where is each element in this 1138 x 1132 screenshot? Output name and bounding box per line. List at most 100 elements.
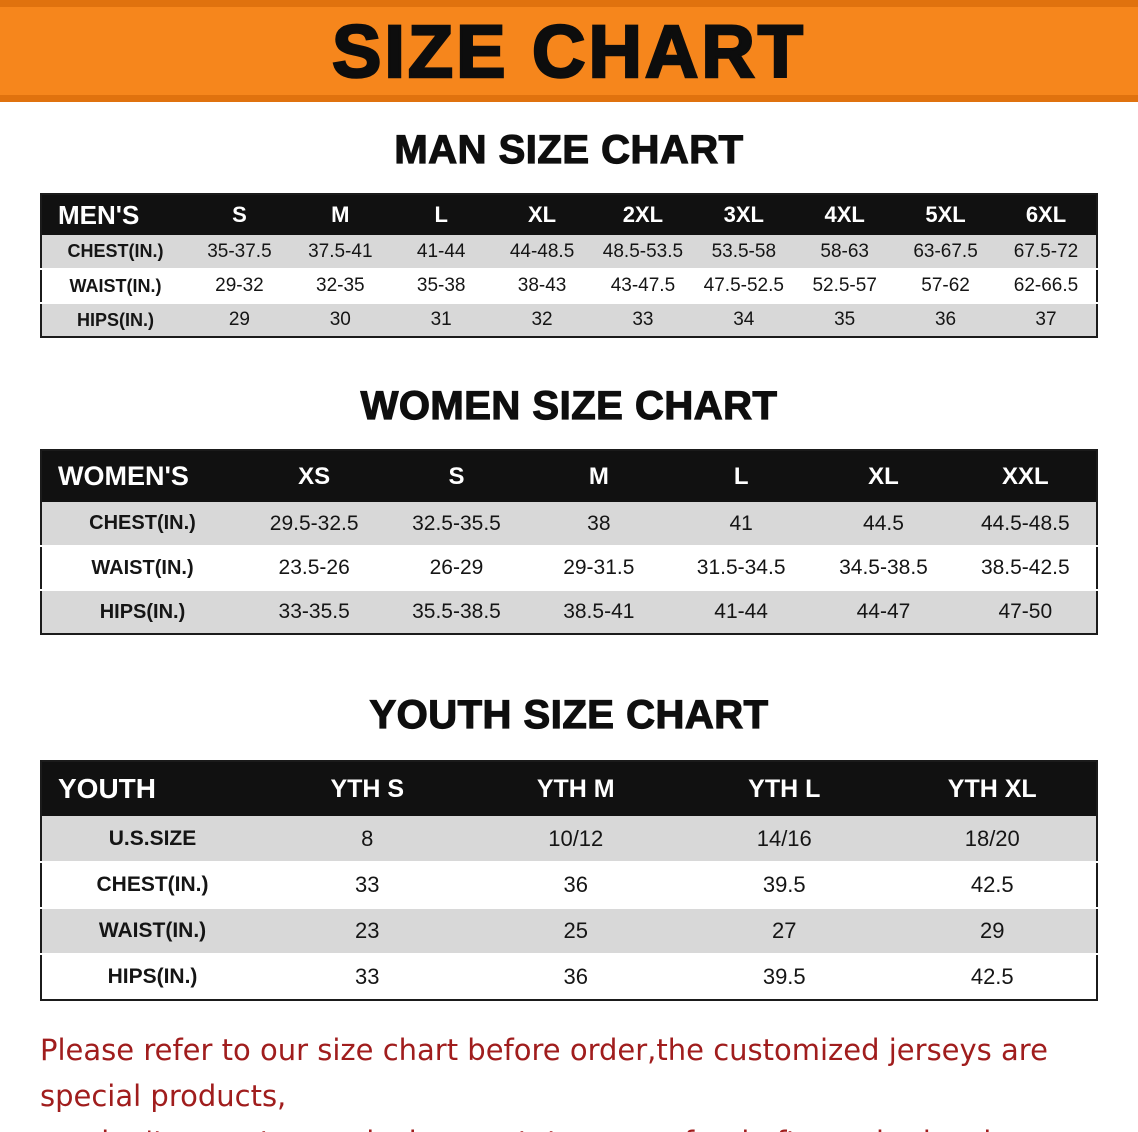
table-row: CHEST(IN.) 35-37.5 37.5-41 41-44 44-48.5 48.5… (41, 235, 1097, 269)
header-row: YOUTH YTH S YTH M YTH L YTH XL (41, 761, 1097, 816)
size-value-cell: 48.5-53.5 (602, 240, 684, 262)
size-column-header: 5XL (895, 194, 996, 235)
size-value-cell: 29-31.5 (563, 556, 635, 579)
header-row: WOMEN'S XS S M L XL XXL (41, 450, 1097, 502)
row-label-cell: CHEST(IN.) (89, 512, 196, 534)
size-value-cell: 33-35.5 (278, 600, 350, 623)
notice-line-2: we don't accept cancel, change, teturn o… (40, 1119, 1098, 1132)
size-value-cell: 43-47.5 (610, 275, 676, 296)
size-value-cell: 36 (563, 964, 588, 989)
youth-size-section: YOUTH SIZE CHART YOUTH YTH S YTH M YTH L YTH… (0, 692, 1138, 1001)
size-value-cell: 58-63 (820, 240, 869, 262)
size-column-header: XS (243, 450, 386, 502)
size-value-cell: 35.5-38.5 (412, 600, 501, 623)
table-corner-header: MEN'S (41, 194, 189, 235)
notice-line-1: Please refer to our size chart before or… (40, 1033, 1048, 1113)
men-size-section: MAN SIZE CHART MEN'S S M L XL 2XL 3XL 4XL 5XL 6XL… (0, 127, 1138, 338)
size-value-cell: 14/16 (756, 825, 812, 851)
row-label-cell: CHEST(IN.) (67, 241, 164, 261)
order-notice: Please refer to our size chart before or… (40, 1027, 1098, 1132)
size-value-cell: 52.5-57 (812, 275, 877, 296)
size-value-cell: 32 (531, 309, 553, 330)
size-value-cell: 44-47 (856, 600, 911, 623)
size-value-cell: 41-44 (416, 240, 466, 262)
size-value-cell: 38-43 (517, 275, 567, 296)
size-value-cell: 34.5-38.5 (839, 556, 928, 579)
size-value-cell: 33 (632, 309, 654, 330)
size-column-header: M (527, 450, 670, 502)
size-column-header: YTH M (471, 761, 680, 816)
size-column-header: 2XL (592, 194, 694, 235)
size-value-cell: 42.5 (970, 872, 1014, 897)
size-column-header: S (189, 194, 290, 235)
row-label-cell: CHEST(IN.) (96, 873, 209, 896)
size-value-cell: 38.5-41 (563, 600, 635, 623)
size-value-cell: 35 (834, 309, 856, 330)
table-row: CHEST(IN.) 29.5-32.5 32.5-35.5 38 41 44.5 44.5… (41, 502, 1097, 546)
size-column-header: 6XL (996, 194, 1097, 235)
size-value-cell: 62-66.5 (1013, 275, 1079, 296)
size-value-cell: 23.5-26 (278, 556, 350, 579)
size-value-cell: 39.5 (762, 872, 806, 897)
size-column-header: YTH S (263, 761, 472, 816)
size-value-cell: 26-29 (429, 556, 484, 579)
size-column-header: L (390, 194, 492, 235)
size-column-header: S (385, 450, 528, 502)
size-value-cell: 63-67.5 (913, 240, 978, 262)
men-section-heading: MAN SIZE CHART (394, 127, 744, 172)
size-column-header: M (289, 194, 391, 235)
size-column-header: XL (491, 194, 593, 235)
size-value-cell: 29-32 (215, 275, 264, 296)
row-label-cell: HIPS(IN.) (99, 600, 186, 623)
size-value-cell: 67.5-72 (1013, 240, 1079, 262)
size-column-header: XL (812, 450, 955, 502)
size-value-cell: 38.5-42.5 (980, 556, 1070, 579)
size-value-cell: 33 (355, 964, 380, 989)
youth-section-heading: YOUTH SIZE CHART (369, 692, 769, 737)
table-row: CHEST(IN.) 33 36 39.5 42.5 (41, 862, 1097, 908)
size-value-cell: 44-48.5 (509, 240, 575, 262)
size-value-cell: 36 (563, 872, 588, 897)
size-value-cell: 44.5 (863, 511, 904, 535)
size-value-cell: 33 (355, 872, 380, 897)
size-column-header: YTH XL (888, 761, 1097, 816)
size-value-cell: 8 (361, 825, 374, 851)
row-label-cell: HIPS(IN.) (107, 965, 198, 988)
table-corner-header: YOUTH (41, 761, 263, 816)
size-value-cell: 32-35 (316, 275, 365, 296)
size-value-cell: 35-37.5 (207, 240, 272, 262)
banner: SIZE CHART (0, 0, 1138, 102)
size-value-cell: 37.5-41 (308, 240, 373, 262)
size-value-cell: 57-62 (921, 275, 970, 296)
size-value-cell: 32.5-35.5 (412, 511, 501, 535)
size-value-cell: 27 (772, 918, 797, 943)
size-column-header: XXL (954, 450, 1097, 502)
row-label-cell: WAIST(IN.) (69, 275, 162, 296)
table-row: HIPS(IN.) 33-35.5 35.5-38.5 38.5-41 41-44 44-… (41, 590, 1097, 634)
table-corner-header: WOMEN'S (41, 450, 243, 502)
table-row: HIPS(IN.) 29 30 31 32 33 34 35 36 37 (41, 303, 1097, 337)
size-value-cell: 35-38 (416, 275, 466, 296)
size-value-cell: 37 (1035, 309, 1057, 330)
table-row: HIPS(IN.) 33 36 39.5 42.5 (41, 954, 1097, 1000)
size-value-cell: 41-44 (714, 600, 768, 623)
table-row: WAIST(IN.) 23.5-26 26-29 29-31.5 31.5-34.5 34… (41, 546, 1097, 590)
size-value-cell: 41 (729, 511, 753, 535)
size-value-cell: 44.5-48.5 (980, 511, 1070, 535)
size-value-cell: 30 (329, 309, 351, 330)
size-value-cell: 23 (355, 918, 380, 943)
size-value-cell: 29 (228, 309, 250, 330)
men-size-table: MEN'S S M L XL 2XL 3XL 4XL 5XL 6XL CHEST(IN.) 35-37… (40, 193, 1098, 338)
table-row: WAIST(IN.) 29-32 32-35 35-38 38-43 43-47.5 47.… (41, 269, 1097, 303)
row-label-cell: WAIST(IN.) (98, 919, 207, 942)
size-value-cell: 18/20 (964, 825, 1020, 851)
size-value-cell: 34 (733, 309, 755, 330)
size-value-cell: 42.5 (970, 964, 1014, 989)
size-column-header: YTH L (680, 761, 889, 816)
page-title: SIZE CHART (331, 8, 806, 94)
row-label-cell: U.S.SIZE (108, 826, 197, 850)
size-column-header: L (669, 450, 813, 502)
size-value-cell: 36 (934, 309, 957, 330)
women-section-heading: WOMEN SIZE CHART (360, 383, 778, 428)
